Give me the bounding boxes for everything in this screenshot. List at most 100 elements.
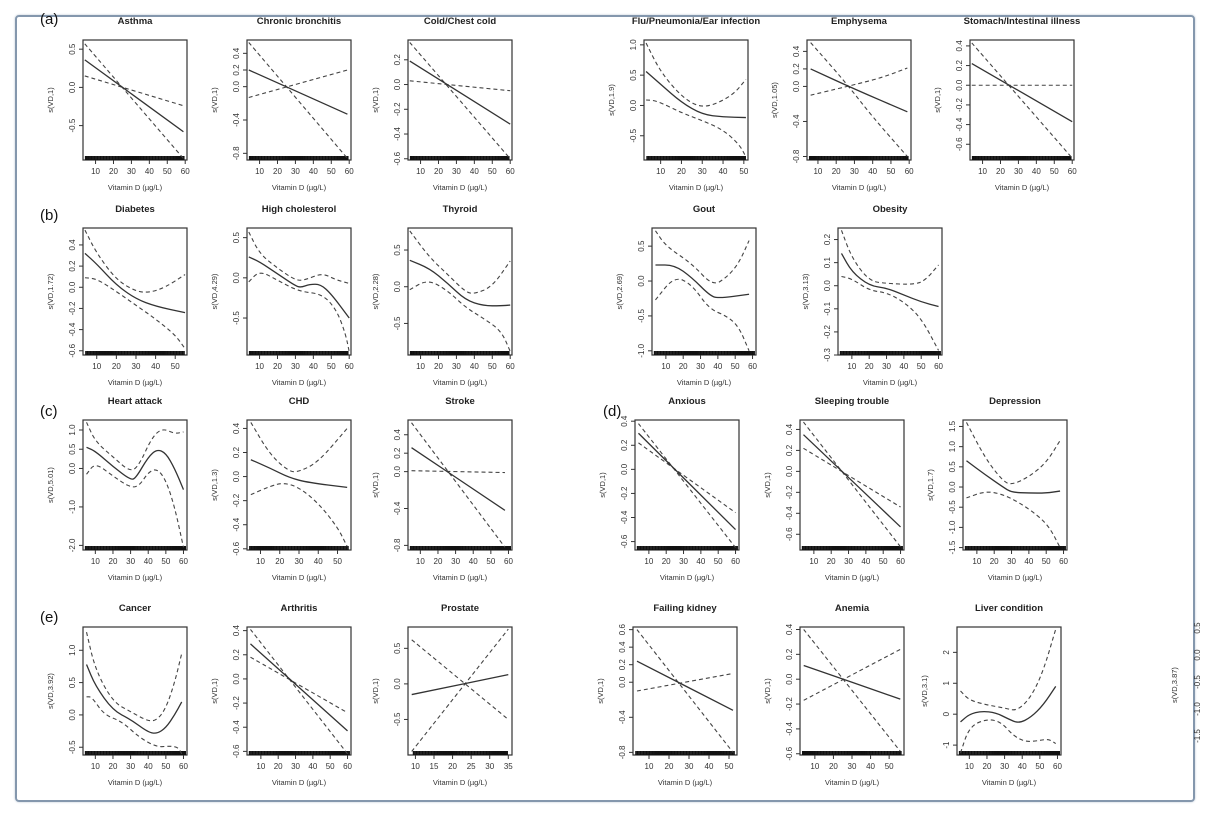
y-axis-label: s(VD,1): [46, 87, 55, 113]
y-tick-label: 0.0: [393, 281, 402, 293]
x-tick-label: 50: [163, 167, 172, 176]
x-tick-label: 40: [470, 362, 479, 371]
panel-stomach-intestinal-illness: Stomach/Intestinal illness 0.4 0.2 0.0 -0.2 -…: [933, 16, 1080, 192]
x-axis-label: Vitamin D (µg/L): [982, 778, 1037, 787]
smooth-fit-line: [86, 446, 185, 490]
smooth-fit-line: [840, 253, 939, 308]
y-tick-label: -0.4: [68, 322, 77, 336]
smooth-fit-line: [803, 664, 901, 700]
y-axis-label: s(VD,2.28): [371, 273, 380, 309]
y-tick-label: -0.6: [232, 541, 241, 555]
x-tick-label: 10: [91, 557, 100, 566]
x-tick-label: 60: [1068, 167, 1077, 176]
smooth-fit-line: [411, 674, 509, 696]
smooth-fit-line: [409, 259, 511, 307]
rug: [839, 351, 941, 355]
panel-title: High cholesterol: [262, 204, 336, 215]
x-axis-label: Vitamin D (µg/L): [433, 778, 488, 787]
y-tick-label: 0.4: [232, 625, 241, 637]
panel-title: CHD: [289, 396, 310, 407]
confidence-band-line: [409, 230, 511, 294]
panel-title: Cold/Chest cold: [424, 16, 497, 27]
panel-prostate: Prostate 0.5 0.0 -0.5 10 15 20 25 30 35 Vitamin D …: [371, 603, 513, 787]
y-axis-label: s(VD,3.13): [801, 273, 810, 309]
panel-letter: (c): [40, 403, 58, 420]
x-tick-label: 10: [810, 762, 819, 771]
confidence-band-line: [86, 465, 185, 548]
x-tick-label: 60: [345, 362, 354, 371]
x-tick-label: 10: [91, 167, 100, 176]
y-tick-label: 0.0: [948, 481, 957, 493]
confidence-band-line: [810, 42, 908, 157]
x-tick-label: 30: [1014, 167, 1023, 176]
y-tick-label: 0: [942, 711, 951, 716]
y-tick-label: -0.1: [823, 301, 832, 315]
confidence-band-line: [248, 272, 350, 352]
y-tick-label: -2.0: [68, 538, 77, 552]
x-tick-label: 60: [731, 557, 740, 566]
smooth-fit-line: [250, 459, 348, 489]
y-tick-label: -0.6: [620, 534, 629, 548]
x-tick-label: 50: [326, 762, 335, 771]
y-tick-label: 0.4: [785, 423, 794, 435]
smooth-fit-line: [960, 686, 1057, 723]
x-tick-label: 20: [832, 167, 841, 176]
x-tick-label: 20: [273, 167, 282, 176]
smooth-fit-line: [411, 447, 506, 511]
panel-title: Gout: [693, 204, 716, 215]
confidence-band-line: [85, 632, 183, 722]
rug: [636, 546, 738, 550]
panel-arthritis: Arthritis 0.4 0.2 0.0 -0.2 -0.4 -0.6 10 20 30 40 50…: [210, 603, 353, 787]
y-tick-label: 0.0: [1193, 649, 1202, 661]
y-tick-label: -0.4: [618, 710, 627, 724]
x-tick-label: 50: [731, 362, 740, 371]
y-axis-label: s(VD,5.01): [46, 467, 55, 503]
x-tick-label: 10: [661, 362, 670, 371]
confidence-band-line: [840, 230, 939, 285]
y-tick-label: -0.4: [955, 117, 964, 131]
x-axis-label: Vitamin D (µg/L): [995, 183, 1050, 192]
y-tick-label: -0.6: [68, 343, 77, 357]
confidence-band-line: [655, 230, 750, 284]
y-tick-label: 0.4: [232, 47, 241, 59]
x-tick-label: 20: [275, 557, 284, 566]
y-tick-label: -0.5: [948, 500, 957, 514]
x-tick-label: 40: [868, 167, 877, 176]
y-tick-label: -1.5: [1193, 729, 1202, 743]
x-tick-label: 10: [978, 167, 987, 176]
x-tick-label: 30: [848, 762, 857, 771]
y-tick-label: 0.5: [393, 642, 402, 654]
x-tick-label: 50: [333, 557, 342, 566]
plot-box: [806, 39, 912, 161]
y-axis-label: s(VD,1): [371, 678, 380, 704]
x-tick-label: 50: [1050, 167, 1059, 176]
x-tick-label: 40: [308, 762, 317, 771]
x-tick-label: 30: [132, 362, 141, 371]
x-tick-label: 15: [430, 762, 439, 771]
x-axis-label: Vitamin D (µg/L): [677, 378, 732, 387]
x-tick-label: 50: [327, 362, 336, 371]
confidence-band-line: [84, 75, 184, 107]
y-axis-label: s(VD,2.69): [615, 273, 624, 309]
panel-title: Liver condition: [975, 603, 1043, 614]
x-axis-label: Vitamin D (µg/L): [272, 183, 327, 192]
x-tick-label: 30: [1000, 762, 1009, 771]
confidence-band-line: [84, 229, 186, 293]
panel-failing-kidney: Failing kidney 0.6 0.4 0.2 0.0 -0.4 -0.8 10 20 30…: [596, 603, 738, 787]
y-tick-label: 0.0: [232, 470, 241, 482]
y-tick-label: 0.5: [232, 232, 241, 244]
panel-title: Arthritis: [281, 603, 318, 614]
x-tick-label: 20: [434, 557, 443, 566]
x-tick-label: 20: [865, 362, 874, 371]
x-tick-label: 60: [504, 557, 513, 566]
x-tick-label: 30: [295, 557, 304, 566]
y-tick-label: 1.0: [948, 441, 957, 453]
x-tick-label: 50: [488, 167, 497, 176]
plot-box: [956, 626, 1062, 756]
y-tick-label: -1.0: [68, 499, 77, 513]
y-tick-label: 0.5: [68, 676, 77, 688]
y-tick-label: 0.0: [620, 463, 629, 475]
y-tick-label: 0.2: [618, 659, 627, 671]
confidence-band-line: [655, 278, 750, 352]
